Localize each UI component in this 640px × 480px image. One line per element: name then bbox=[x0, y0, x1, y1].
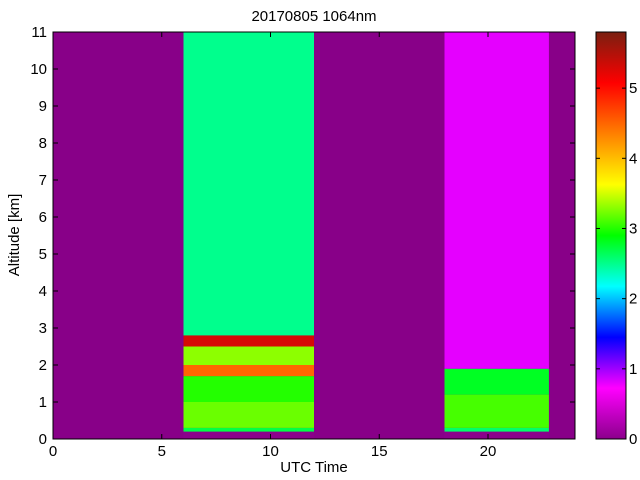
heatmap-cell bbox=[444, 368, 549, 395]
plot-frame bbox=[52, 31, 576, 440]
colorbar-tick-label: 3 bbox=[629, 220, 637, 237]
heatmap-cell bbox=[183, 427, 314, 432]
y-tick-label: 11 bbox=[31, 24, 47, 41]
x-tick-label: 20 bbox=[480, 443, 497, 460]
colorbar-axis: 0 1 2 3 4 5 bbox=[596, 80, 637, 448]
y-tick-label: 9 bbox=[39, 98, 47, 115]
colorbar-tick-label: 2 bbox=[629, 291, 637, 308]
heatmap-cell bbox=[444, 427, 549, 432]
heatmap-cell bbox=[444, 431, 549, 439]
heatmap-cell bbox=[183, 335, 314, 347]
colorbar-tick-label: 5 bbox=[629, 80, 637, 97]
heatmap-cells bbox=[183, 32, 549, 439]
x-axis: 0 5 10 15 20 bbox=[49, 32, 497, 460]
heatmap-cell bbox=[183, 402, 314, 428]
x-tick-label: 5 bbox=[158, 443, 166, 460]
y-tick-label: 0 bbox=[39, 431, 47, 448]
heatmap-cell bbox=[183, 376, 314, 402]
y-axis-label: Altitude [km] bbox=[6, 194, 23, 277]
y-tick-label: 7 bbox=[39, 172, 47, 189]
y-axis: 0 1 2 3 4 5 6 7 8 9 10 11 bbox=[30, 24, 575, 448]
colorbar-tick-label: 0 bbox=[629, 431, 637, 448]
heatmap-cell bbox=[183, 32, 314, 336]
y-tick-label: 1 bbox=[39, 394, 47, 411]
x-tick-label: 15 bbox=[371, 443, 388, 460]
y-tick-label: 8 bbox=[39, 135, 47, 152]
heatmap-cell bbox=[444, 394, 549, 428]
y-tick-label: 3 bbox=[39, 320, 47, 337]
colorbar-tick-label: 1 bbox=[629, 361, 637, 378]
y-tick-label: 10 bbox=[30, 61, 47, 78]
chart-title: 20170805 1064nm bbox=[251, 8, 376, 25]
heatmap-cell bbox=[183, 431, 314, 439]
y-tick-label: 4 bbox=[39, 283, 47, 300]
heatmap-cell bbox=[444, 32, 549, 369]
y-tick-label: 2 bbox=[39, 357, 47, 374]
heatmap-cell bbox=[183, 346, 314, 365]
colorbar bbox=[595, 31, 627, 440]
heatmap-cell bbox=[183, 365, 314, 377]
y-tick-label: 6 bbox=[39, 209, 47, 226]
colorbar-tick-label: 4 bbox=[629, 150, 637, 167]
x-tick-label: 10 bbox=[262, 443, 279, 460]
x-axis-label: UTC Time bbox=[280, 459, 348, 476]
y-tick-label: 5 bbox=[39, 246, 47, 263]
x-tick-label: 0 bbox=[49, 443, 57, 460]
